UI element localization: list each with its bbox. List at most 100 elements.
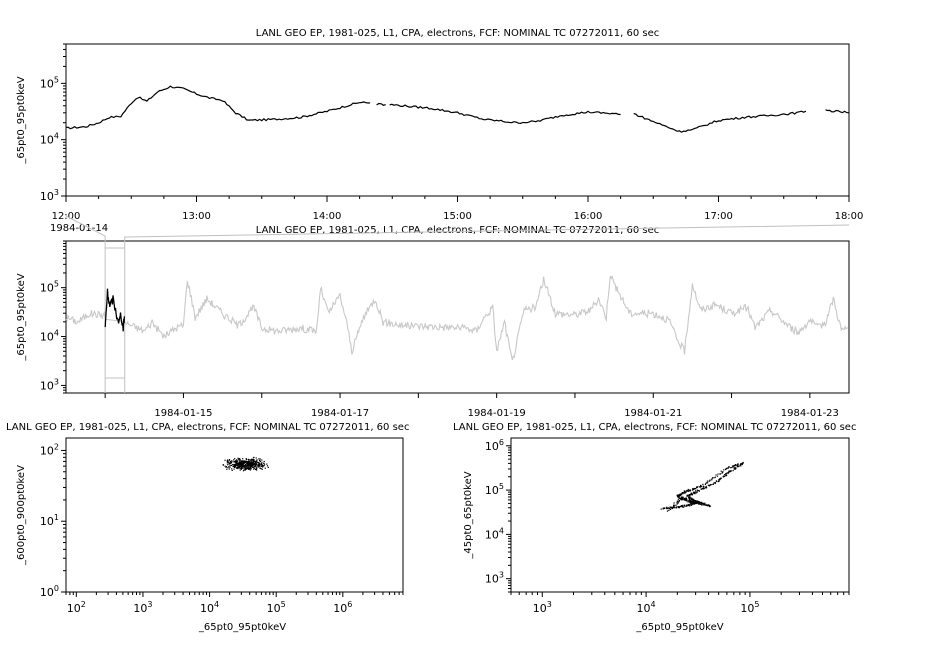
br-scatter-point [687,496,689,498]
bl-scatter-point [244,469,246,471]
br-x-axis-label: _65pt0_95pt0keV [635,622,723,633]
top-series-line [825,109,850,114]
bl-scatter-point [258,466,260,468]
bl-scatter-point [243,465,245,467]
top-x-tick-label: 14:00 [313,211,342,222]
bl-scatter-point [240,467,242,469]
bl-scatter-point [242,463,244,465]
br-scatter-point [681,496,683,498]
bl-scatter-point [256,465,258,467]
bl-scatter-point [263,465,265,467]
br-scatter-point [692,489,694,491]
br-scatter-point [684,498,686,501]
bl-scatter-point [231,468,233,470]
bl-scatter-point [225,466,228,468]
bl-scatter-point [254,461,256,463]
br-scatter-point [702,485,704,487]
bl-scatter-point [235,463,237,465]
bottom-left-chart-title: LANL GEO EP, 1981-025, L1, CPA, electron… [6,422,409,433]
bl-scatter-point [242,460,244,462]
bl-x-tick-label: 103 [133,600,152,615]
bl-scatter-point [256,468,258,470]
bl-scatter-point [251,466,253,468]
bl-scatter-point [242,460,245,463]
bl-scatter-point [245,465,247,467]
top-plot-frame [65,43,850,197]
bl-scatter-point [233,463,235,466]
bl-scatter-point [244,463,247,465]
br-scatter-point [691,504,693,506]
br-scatter-point [733,467,735,469]
bl-scatter-point [232,463,234,466]
br-scatter-point [742,462,744,464]
bl-scatter-point [243,467,245,469]
br-scatter-point [683,499,685,501]
br-scatter-point [702,502,704,504]
bl-scatter-point [256,459,258,461]
bl-scatter-point [243,469,245,471]
br-scatter-point [699,503,701,505]
br-scatter-point [682,506,684,508]
br-scatter-point [669,508,671,510]
bl-scatter-point [257,464,259,466]
bl-scatter-point [255,460,257,462]
br-scatter-point [702,488,705,490]
bl-scatter-point [224,459,226,461]
bl-scatter-point [238,461,240,463]
bl-scatter-point [237,467,239,470]
br-scatter-point [726,472,728,474]
middle-plot-frame [65,240,850,394]
br-scatter-point [697,503,699,505]
br-scatter-point [700,488,702,490]
br-scatter-point [734,464,736,466]
br-scatter-point [677,498,679,500]
bl-x-tick-label: 106 [333,600,352,615]
br-scatter-point [701,488,704,490]
br-scatter-point [701,503,703,505]
br-scatter-point [737,465,739,467]
br-scatter-point [687,503,689,506]
bl-scatter-points [222,456,269,472]
br-scatter-point [728,466,730,468]
bl-scatter-point [261,468,263,470]
br-x-tick-label: 104 [637,600,656,615]
bl-scatter-point [240,463,242,465]
bl-scatter-point [252,457,255,459]
bl-scatter-point [267,466,269,468]
br-x-tick-label: 103 [533,600,552,615]
bl-scatter-point [228,459,231,461]
br-scatter-point [677,507,680,509]
bl-scatter-point [242,467,244,469]
bl-scatter-point [255,457,257,459]
br-scatter-point [660,508,662,510]
bl-scatter-point [231,469,233,471]
bl-scatter-point [253,468,255,470]
top-y-axis-label: _65pt0_95pt0keV [16,76,27,164]
br-scatter-point [693,488,695,490]
br-scatter-point [690,493,692,495]
bl-x-tick-label: 104 [200,600,219,615]
bl-scatter-point [241,464,243,467]
bl-scatter-point [248,464,250,466]
br-scatter-point [683,497,686,499]
br-y-tick-label: 105 [485,482,504,497]
br-scatter-point [724,475,726,477]
br-scatter-point [702,483,704,485]
br-scatter-point [685,497,687,500]
br-scatter-point [698,503,700,505]
br-scatter-point [679,506,681,508]
br-scatter-point [704,483,706,485]
bl-scatter-point [240,460,242,462]
top-series-line [65,85,371,130]
br-scatter-point [714,476,716,478]
br-scatter-point [671,507,673,509]
middle-y-tick-label: 105 [40,280,59,295]
br-scatter-point [676,502,678,504]
br-scatter-point [684,492,687,494]
br-scatter-point [725,468,727,471]
br-scatter-point [686,495,688,497]
bl-x-tick-label: 105 [267,600,286,615]
bl-scatter-point [243,460,246,462]
bl-scatter-point [227,459,229,461]
bl-scatter-point [240,465,242,467]
